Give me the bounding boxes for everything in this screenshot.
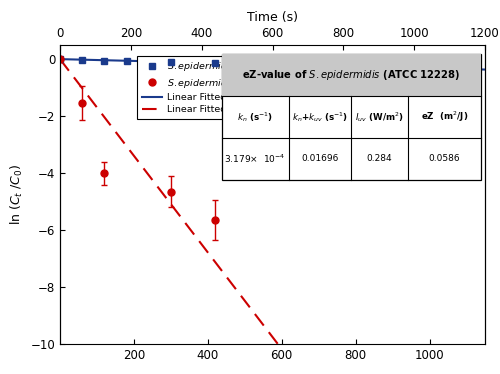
Text: 0.0586: 0.0586: [428, 154, 460, 163]
Text: eZ-value of $\it{S.epidermidis}$ (ATCC 12228): eZ-value of $\it{S.epidermidis}$ (ATCC 1…: [242, 68, 460, 82]
Text: 0.01696: 0.01696: [302, 154, 339, 163]
Text: $k_n$+$k_{uv}$ (s$^{-1}$): $k_n$+$k_{uv}$ (s$^{-1}$): [292, 110, 348, 124]
Text: 0.284: 0.284: [367, 154, 392, 163]
Y-axis label: ln ($C_t$ /$C_0$): ln ($C_t$ /$C_0$): [8, 164, 25, 225]
Legend: $\it{S.epidermidis}$ with UR-UVGI off, $\it{S.epidermidis}$ with UR-UVGI on, Lin: $\it{S.epidermidis}$ with UR-UVGI off, $…: [137, 56, 323, 119]
X-axis label: Time (s): Time (s): [247, 12, 298, 24]
Text: $I_{uv}$ (W/m$^{2}$): $I_{uv}$ (W/m$^{2}$): [355, 110, 404, 124]
Bar: [222, 54, 481, 180]
Text: 3.179×  $10^{-4}$: 3.179× $10^{-4}$: [224, 152, 286, 165]
Text: $k_n$ (s$^{-1}$): $k_n$ (s$^{-1}$): [237, 110, 273, 124]
Text: eZ  (m$^{2}$/J): eZ (m$^{2}$/J): [420, 110, 468, 124]
Bar: [222, 54, 481, 96]
